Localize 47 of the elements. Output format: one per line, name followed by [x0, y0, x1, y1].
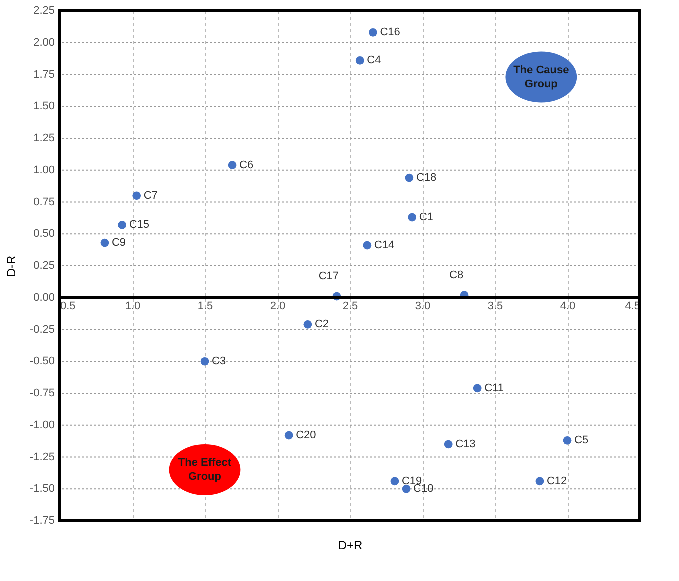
y-tick-label: -1.00: [30, 419, 55, 432]
data-label: C14: [374, 240, 395, 252]
y-tick-label: -1.25: [30, 451, 55, 464]
y-tick-label: -0.25: [30, 324, 55, 336]
x-tick-label: 1.0: [125, 300, 141, 312]
data-label: C15: [129, 219, 150, 232]
y-tick-label: 1.00: [34, 164, 55, 176]
data-label: C12: [546, 475, 568, 488]
data-label: C5: [574, 434, 589, 447]
data-label: C3: [212, 356, 226, 368]
data-label: C11: [484, 382, 504, 394]
y-tick-label: 2.25: [34, 5, 55, 17]
data-label: C16: [380, 26, 400, 39]
x-tick-label: 4.0: [560, 300, 576, 312]
x-tick-label: 3.0: [415, 300, 431, 312]
x-tick-label: 3.5: [488, 300, 504, 312]
y-tick-label: 0.25: [34, 260, 55, 272]
data-label: C18: [416, 172, 437, 184]
data-label: C7: [144, 190, 158, 202]
data-label: C9: [112, 237, 126, 250]
data-label: C8: [450, 269, 464, 282]
data-label: C1: [419, 212, 434, 224]
x-axis-title: D+R: [338, 538, 363, 552]
x-tick-label: 1.5: [198, 300, 214, 312]
data-label: C13: [456, 438, 476, 450]
y-axis-title: D-R: [4, 256, 18, 278]
y-tick-label: 1.75: [34, 68, 55, 81]
y-tick-label: 1.50: [34, 100, 55, 113]
data-label: C17: [318, 270, 340, 283]
y-tick-label: -0.50: [30, 356, 55, 368]
x-tick-label: 2.0: [270, 300, 286, 312]
y-tick-label: -1.75: [30, 515, 55, 527]
x-tick-label: 2.5: [342, 300, 358, 312]
y-tick-label: 2.00: [34, 36, 55, 49]
data-label: C4: [367, 54, 382, 67]
y-tick-label: -0.75: [30, 388, 55, 400]
y-tick-label: 0.50: [34, 228, 55, 240]
annotation: The Effect Group: [178, 457, 232, 483]
data-label: C6: [240, 159, 254, 172]
data-label: C10: [414, 483, 434, 496]
y-tick-label: 1.25: [34, 132, 55, 144]
y-tick-label: 0.75: [34, 196, 55, 208]
annotation: The Cause Group: [514, 64, 570, 90]
data-label: C2: [314, 318, 330, 331]
y-tick-label: -1.50: [30, 483, 55, 496]
data-label: C20: [296, 430, 316, 442]
y-tick-label: 0.00: [34, 292, 55, 304]
